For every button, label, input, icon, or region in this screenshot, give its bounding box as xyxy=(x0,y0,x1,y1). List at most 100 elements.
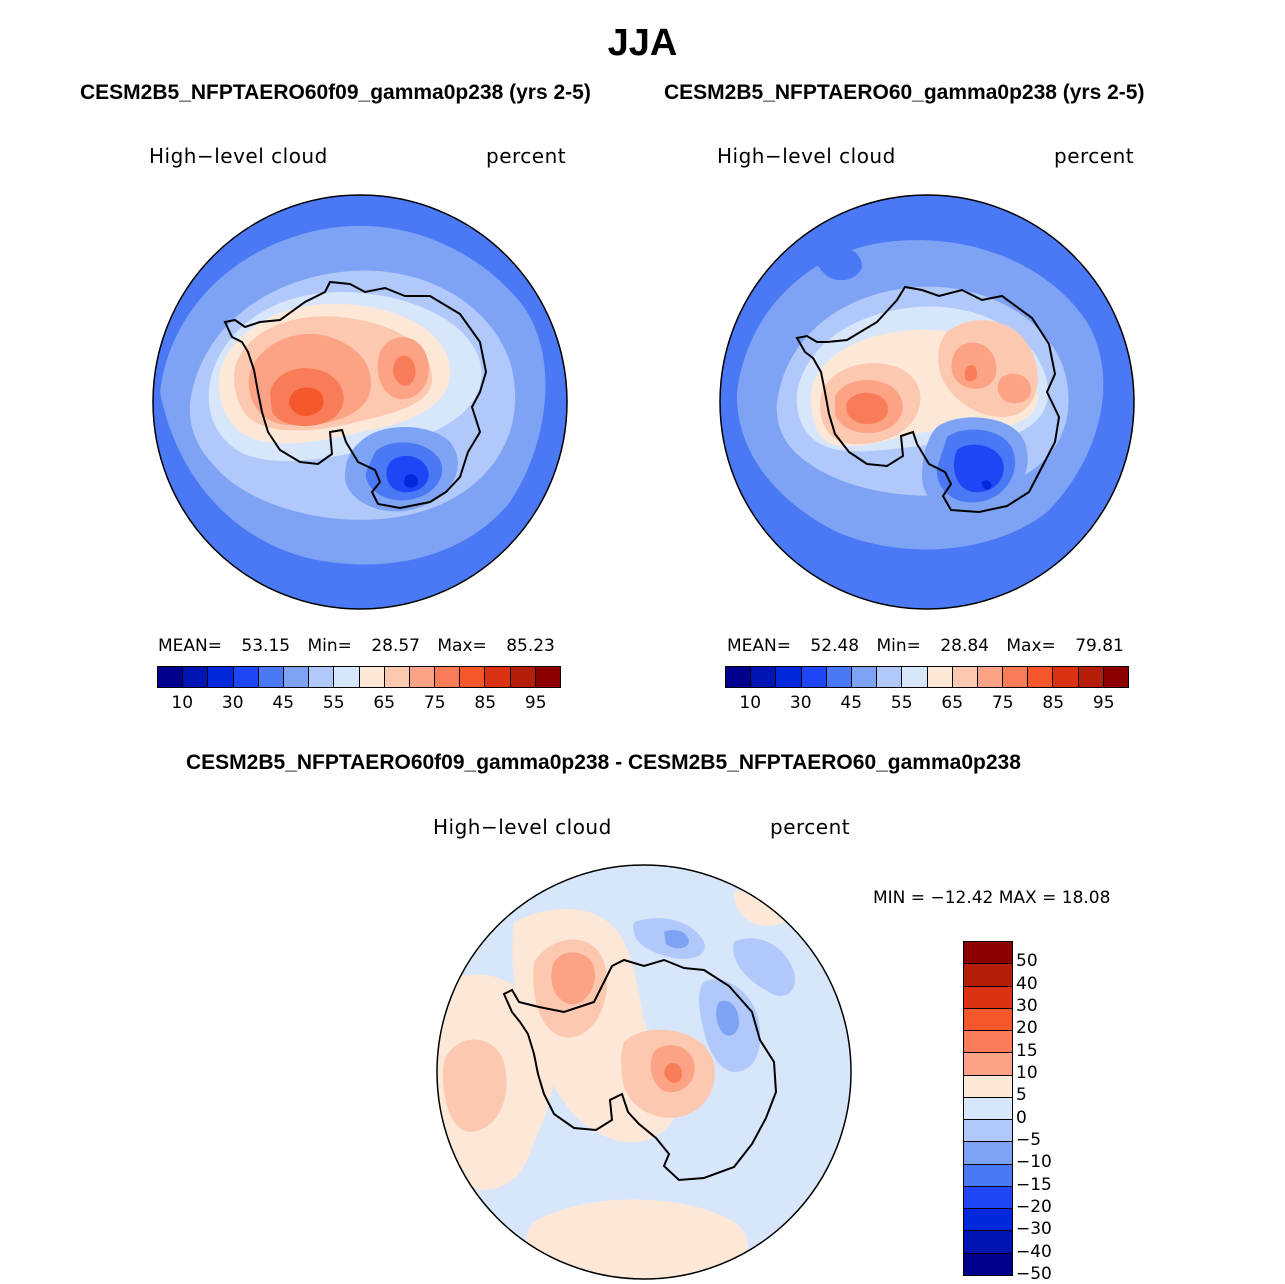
colorbar-swatch xyxy=(158,667,184,687)
panel1-colorbar-ticks: 10 30 45 55 65 75 85 95 xyxy=(157,695,559,715)
panel2-map xyxy=(719,194,1135,610)
panel1-colorbar xyxy=(157,666,561,688)
colorbar-tick-label: 95 xyxy=(524,693,547,713)
colorbar-tick-label: 30 xyxy=(1016,996,1038,1016)
colorbar-tick-label: 10 xyxy=(739,693,762,713)
colorbar-swatch xyxy=(384,667,410,687)
colorbar-tick-label: −5 xyxy=(1016,1130,1042,1150)
colorbar-tick-label: 0 xyxy=(1016,1107,1027,1128)
colorbar-swatch xyxy=(977,667,1004,687)
colorbar-swatch xyxy=(964,986,1012,1009)
colorbar-swatch xyxy=(964,964,1012,987)
colorbar-swatch xyxy=(776,667,802,687)
colorbar-tick-label: 55 xyxy=(322,693,345,713)
colorbar-swatch xyxy=(233,667,259,687)
panel1-variable: High−level cloud xyxy=(149,144,328,168)
panel1-stats: MEAN= 53.15 Min= 28.57 Max= 85.23 xyxy=(158,638,555,655)
colorbar-swatch xyxy=(435,667,461,687)
colorbar-swatch xyxy=(485,667,511,687)
panel3-minmax: MIN = −12.42 MAX = 18.08 xyxy=(873,888,1111,908)
colorbar-swatch xyxy=(826,667,852,687)
panel3-title: CESM2B5_NFPTAERO60f09_gamma0p238 - CESM2… xyxy=(186,751,1021,774)
colorbar-swatch xyxy=(902,667,928,687)
colorbar-swatch xyxy=(801,667,827,687)
colorbar-tick-label: 95 xyxy=(1092,693,1115,713)
panel1-map xyxy=(152,194,568,610)
colorbar-swatch xyxy=(964,1253,1012,1275)
colorbar-swatch xyxy=(409,667,436,687)
colorbar-swatch xyxy=(283,667,310,687)
colorbar-swatch xyxy=(964,1097,1012,1121)
colorbar-swatch xyxy=(964,1053,1012,1076)
colorbar-swatch xyxy=(334,667,360,687)
colorbar-swatch xyxy=(964,1008,1012,1032)
colorbar-tick-label: −40 xyxy=(1016,1241,1052,1262)
colorbar-swatch xyxy=(183,667,209,687)
colorbar-swatch xyxy=(1078,667,1104,687)
panel2-title: CESM2B5_NFPTAERO60_gamma0p238 (yrs 2-5) xyxy=(664,81,1145,104)
colorbar-swatch xyxy=(1003,667,1029,687)
colorbar-swatch xyxy=(510,667,536,687)
colorbar-swatch xyxy=(964,1186,1012,1210)
colorbar-swatch xyxy=(1053,667,1079,687)
panel1-min-value: 28.57 xyxy=(371,636,420,656)
colorbar-swatch xyxy=(1103,667,1128,687)
colorbar-tick-label: 65 xyxy=(373,693,396,713)
colorbar-tick-label: 85 xyxy=(1042,693,1065,713)
colorbar-tick-label: 45 xyxy=(272,693,295,713)
panel1-title: CESM2B5_NFPTAERO60f09_gamma0p238 (yrs 2-… xyxy=(80,81,591,104)
colorbar-swatch xyxy=(964,1075,1012,1098)
colorbar-swatch xyxy=(964,1120,1012,1143)
colorbar-swatch xyxy=(877,667,903,687)
colorbar-tick-label: 75 xyxy=(991,693,1014,713)
panel1-mean-label: MEAN= xyxy=(158,636,222,656)
panel3-map xyxy=(436,864,852,1280)
colorbar-swatch xyxy=(1028,667,1054,687)
colorbar-tick-label: 30 xyxy=(221,693,244,713)
panel2-min-label: Min= xyxy=(876,636,921,656)
colorbar-swatch xyxy=(964,1231,1012,1254)
colorbar-swatch xyxy=(927,667,953,687)
colorbar-swatch xyxy=(751,667,777,687)
panel2-variable: High−level cloud xyxy=(717,144,896,168)
panel3-variable: High−level cloud xyxy=(433,815,612,839)
panel3-units: percent xyxy=(770,815,851,839)
panel1-max-label: Max= xyxy=(437,636,487,656)
panel2-mean-label: MEAN= xyxy=(727,636,791,656)
colorbar-swatch xyxy=(726,667,752,687)
panel2-colorbar xyxy=(725,666,1129,688)
colorbar-swatch xyxy=(964,942,1012,965)
colorbar-swatch xyxy=(964,1142,1012,1165)
panel2-units: percent xyxy=(1054,144,1135,168)
colorbar-swatch xyxy=(208,667,234,687)
colorbar-tick-label: 10 xyxy=(1016,1063,1038,1083)
colorbar-tick-label: 30 xyxy=(789,693,812,713)
colorbar-tick-label: −15 xyxy=(1016,1174,1052,1195)
colorbar-tick-label: −10 xyxy=(1016,1152,1052,1173)
colorbar-swatch xyxy=(964,1164,1012,1187)
colorbar-tick-label: 5 xyxy=(1016,1085,1027,1106)
colorbar-swatch xyxy=(359,667,385,687)
colorbar-swatch xyxy=(851,667,878,687)
colorbar-tick-label: 75 xyxy=(423,693,446,713)
colorbar-tick-label: −30 xyxy=(1016,1219,1052,1240)
colorbar-tick-label: −50 xyxy=(1016,1264,1052,1284)
colorbar-tick-label: 55 xyxy=(890,693,913,713)
figure-title: JJA xyxy=(607,22,678,64)
colorbar-swatch xyxy=(952,667,978,687)
panel2-max-value: 79.81 xyxy=(1075,636,1124,656)
panel2-stats: MEAN= 52.48 Min= 28.84 Max= 79.81 xyxy=(727,638,1124,655)
panel2-colorbar-ticks: 10 30 45 55 65 75 85 95 xyxy=(725,695,1127,715)
colorbar-tick-label: 40 xyxy=(1016,973,1038,994)
colorbar-tick-label: 20 xyxy=(1016,1018,1038,1039)
colorbar-tick-label: 85 xyxy=(474,693,497,713)
colorbar-tick-label: 10 xyxy=(171,693,194,713)
colorbar-tick-label: 15 xyxy=(1016,1040,1038,1061)
colorbar-tick-label: 45 xyxy=(840,693,863,713)
colorbar-swatch xyxy=(258,667,284,687)
panel1-mean-value: 53.15 xyxy=(241,636,291,656)
colorbar-swatch xyxy=(460,667,486,687)
colorbar-tick-label: −20 xyxy=(1016,1197,1052,1217)
colorbar-tick-label: 65 xyxy=(941,693,964,713)
panel2-max-label: Max= xyxy=(1006,636,1056,656)
